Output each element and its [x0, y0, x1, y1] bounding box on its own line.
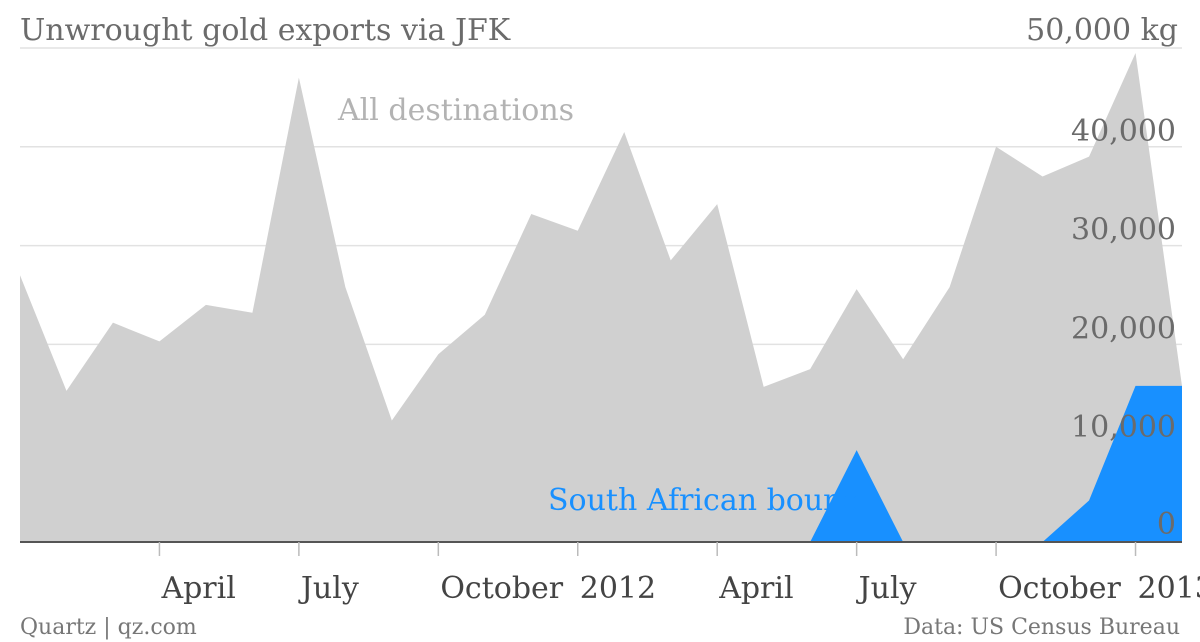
- x-axis-ticks: April July October 2012 April July October 2013: [158, 542, 1200, 606]
- series-labels: All destinations South African bound: [337, 93, 862, 518]
- series-label-all-destinations: All destinations: [337, 93, 574, 128]
- x-tick-label: October: [998, 571, 1121, 606]
- y-axis-ticks: 10,000 20,000 30,000 40,000 0: [1071, 114, 1176, 542]
- source-credit: Quartz | qz.com: [20, 615, 197, 640]
- series-label-south-african-bound: South African bound: [548, 483, 862, 518]
- unit-label: 50,000 kg: [1026, 13, 1178, 48]
- area-south-african-bound: [20, 385, 1182, 542]
- x-tick-label: July: [856, 571, 917, 606]
- y-tick-label: 10,000: [1071, 410, 1176, 445]
- y-tick-label: 20,000: [1071, 311, 1176, 346]
- y-tick-label: 30,000: [1071, 213, 1176, 248]
- area-series: [20, 52, 1182, 542]
- x-tick-label: October: [440, 571, 563, 606]
- area-all-destinations: [20, 52, 1182, 542]
- x-tick-label: April: [160, 571, 235, 606]
- x-tick-label: 2013: [1138, 571, 1200, 606]
- x-tick-label: 2012: [580, 571, 656, 606]
- y-tick-label: 0: [1157, 507, 1176, 542]
- chart-title: Unwrought gold exports via JFK: [20, 13, 511, 48]
- y-tick-label: 40,000: [1071, 114, 1176, 149]
- data-source: Data: US Census Bureau: [903, 615, 1180, 640]
- x-tick-label: July: [298, 571, 359, 606]
- x-tick-label: April: [718, 571, 793, 606]
